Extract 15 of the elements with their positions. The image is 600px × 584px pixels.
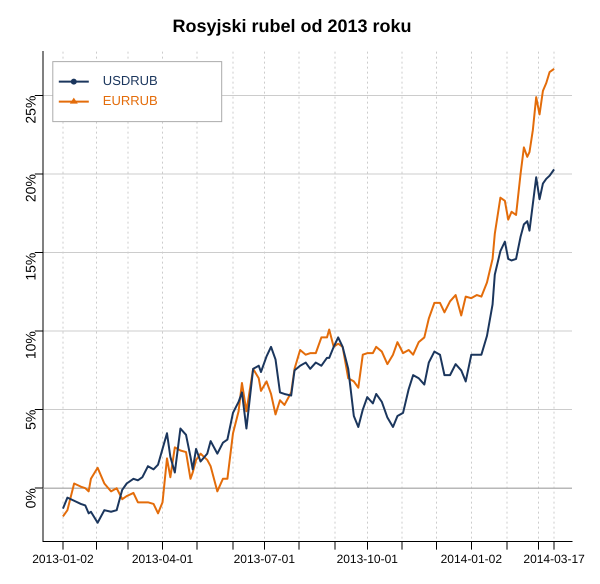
y-tick-label: 10% — [22, 331, 39, 360]
legend-label: EURRUB — [102, 93, 158, 108]
y-tick-label: 25% — [22, 96, 39, 124]
x-tick-label: 2013-01-02 — [32, 552, 94, 566]
x-tick-label: 2013-04-01 — [132, 552, 194, 566]
y-tick-label: 20% — [22, 174, 39, 202]
y-tick-label: 0% — [22, 488, 39, 508]
x-tick-label: 2013-10-01 — [336, 552, 398, 566]
y-tick-label: 15% — [22, 252, 39, 281]
chart-title: Rosyjski rubel od 2013 roku — [172, 16, 412, 36]
x-tick-label: 2014-01-02 — [440, 552, 502, 566]
legend-label: USDRUB — [102, 73, 158, 88]
x-tick-label: 2013-07-01 — [234, 552, 296, 566]
x-tick-label: 2014-03-17 — [523, 552, 586, 566]
y-tick-label: 5% — [22, 410, 39, 430]
